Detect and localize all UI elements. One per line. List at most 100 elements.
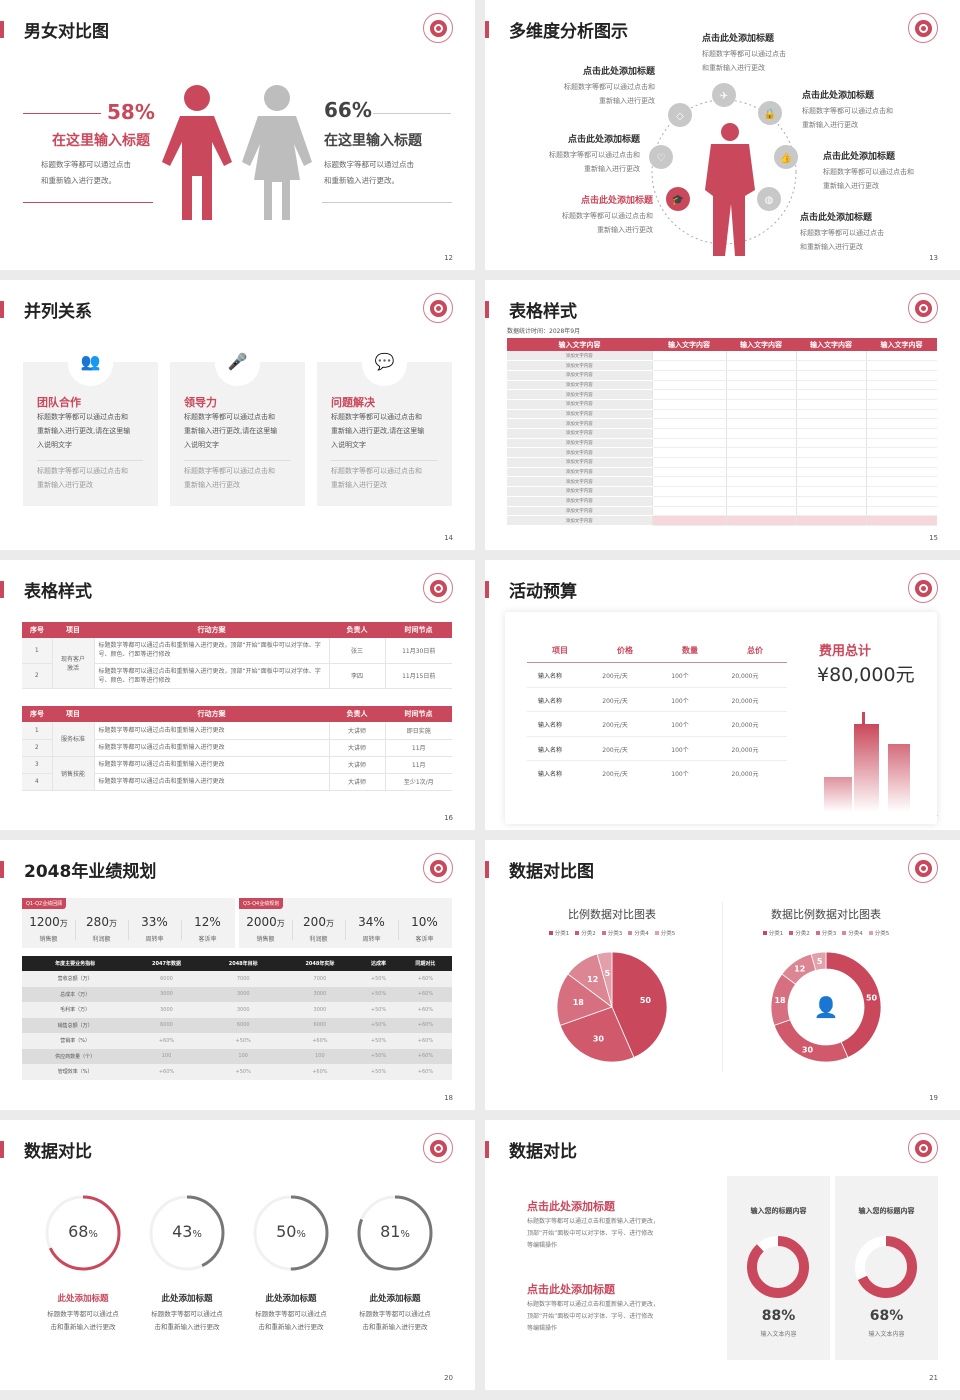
analysis-item[interactable]: 点击此处添加标题标题数字等都可以通过点击和重新输入进行更改	[562, 193, 653, 237]
table-cell[interactable]	[651, 389, 726, 400]
table-cell[interactable]	[651, 476, 726, 488]
card-text: 重新输入进行更改,请在这里输	[184, 427, 278, 435]
table-cell[interactable]	[651, 467, 726, 478]
table-cell[interactable]	[865, 360, 937, 371]
table-cell[interactable]	[651, 506, 726, 517]
table-cell[interactable]	[651, 370, 726, 381]
table-cell[interactable]	[865, 457, 937, 468]
table-cell[interactable]	[865, 476, 937, 488]
table-cell[interactable]	[795, 515, 866, 526]
table-cell[interactable]	[795, 467, 866, 478]
table-cell[interactable]	[725, 438, 796, 449]
table-cell[interactable]	[725, 496, 796, 507]
table-cell[interactable]	[795, 457, 866, 468]
table-cell[interactable]	[865, 438, 937, 449]
slide-12[interactable]: 男女对比图 12 58% 在这里输入标题 标题数字等都可以通过点击 和重新输入进行更改。 6…	[0, 0, 475, 270]
slide-14[interactable]: 并列关系 14 团队合作 标题数字等都可以通过点击和 重新输入进行更改,请在这里输 入说明…	[0, 280, 475, 550]
analysis-item[interactable]: 点击此处添加标题标题数字等都可以通过点击和重新输入进行更改	[802, 88, 893, 132]
analysis-item[interactable]: 点击此处添加标题标题数字等都可以通过点击和重新输入进行更改	[702, 31, 786, 75]
table-cell[interactable]	[795, 447, 866, 459]
slide-21[interactable]: 数据对比 21 点击此处添加标题 标题数字等都可以通过点击和重新输入进行更改， 顶部“开…	[485, 1120, 960, 1390]
table-cell[interactable]	[725, 418, 796, 429]
analysis-item[interactable]: 点击此处添加标题标题数字等都可以通过点击和重新输入进行更改	[549, 132, 640, 176]
feature-card[interactable]: 领导力 标题数字等都可以通过点击和 重新输入进行更改,请在这里输 入说明文字 标题数字等…	[170, 362, 305, 506]
table-cell[interactable]	[725, 380, 796, 391]
table-row: 添加文字内容	[507, 360, 937, 371]
table-cell[interactable]	[725, 389, 796, 400]
table-cell[interactable]	[865, 389, 937, 400]
table-cell[interactable]	[865, 515, 937, 526]
table-cell[interactable]	[651, 457, 726, 468]
table-cell[interactable]	[725, 351, 796, 362]
table-cell[interactable]	[725, 399, 796, 410]
table-cell[interactable]	[865, 447, 937, 459]
table-cell[interactable]	[795, 486, 866, 497]
table-cell[interactable]	[725, 428, 796, 439]
table-cell[interactable]	[725, 360, 796, 371]
table-cell[interactable]	[795, 380, 866, 391]
table-cell[interactable]	[725, 370, 796, 381]
analysis-item[interactable]: 点击此处添加标题标题数字等都可以通过点击和重新输入进行更改	[564, 64, 655, 108]
slide-15[interactable]: 表格样式 15 数据统计时间：2028年9月 输入文字内容 输入文字内容 输入文字内容 输入…	[485, 280, 960, 550]
table-cell[interactable]	[865, 418, 937, 429]
table-cell[interactable]	[651, 438, 726, 449]
table-cell[interactable]	[651, 360, 726, 371]
table-cell[interactable]	[795, 351, 866, 362]
analysis-item[interactable]: 点击此处添加标题标题数字等都可以通过点击和重新输入进行更改	[800, 210, 884, 254]
table-cell[interactable]	[651, 428, 726, 439]
table-cell[interactable]	[725, 467, 796, 478]
slide-18[interactable]: 2048年业绩规划 18 Q1-Q2业绩回顾 1200万 销售额 280万 利润额 33% 周转…	[0, 840, 475, 1110]
table-cell[interactable]	[725, 506, 796, 517]
table-cell[interactable]	[795, 389, 866, 400]
analysis-item[interactable]: 点击此处添加标题标题数字等都可以通过点击和重新输入进行更改	[823, 149, 914, 193]
table-cell[interactable]	[725, 486, 796, 497]
ring-number: 50	[276, 1222, 297, 1241]
table-cell[interactable]	[651, 380, 726, 391]
slide-19[interactable]: 数据对比图 19 比例数据对比图表 分类1 分类2 分类3 分类4 分类5 50 30 18 12 5 数…	[485, 840, 960, 1110]
table-cell[interactable]	[865, 370, 937, 381]
table-cell[interactable]	[651, 447, 726, 459]
table-cell[interactable]	[865, 486, 937, 497]
row-plan: 标题数字等都可以通过点击和重新输入进行更改，顶部“开始”面板中可以对字体、字号、…	[94, 638, 330, 663]
table-cell[interactable]	[865, 409, 937, 420]
feature-card[interactable]: 团队合作 标题数字等都可以通过点击和 重新输入进行更改,请在这里输 入说明文字 标题数字…	[23, 362, 158, 506]
table-cell[interactable]	[795, 506, 866, 517]
slide-16[interactable]: 表格样式 16 序号 项目 行动方案 负责人 时间节点 1 现有客户激活 标题数字等都可以通过点击…	[0, 560, 475, 830]
table-cell[interactable]	[795, 438, 866, 449]
table-cell[interactable]	[865, 496, 937, 507]
table-cell[interactable]	[795, 409, 866, 420]
table-cell[interactable]	[795, 428, 866, 439]
table-cell[interactable]	[725, 476, 796, 488]
table-cell[interactable]	[725, 409, 796, 420]
table-cell[interactable]	[865, 351, 937, 362]
table-cell[interactable]	[651, 515, 726, 526]
table-cell[interactable]	[795, 360, 866, 371]
slide-13[interactable]: 多维度分析图示 13 点击此处添加标题 标题数字等都可以通过点击 和重新输入进行更改 点击…	[485, 0, 960, 270]
graduation-cap-icon-glyph: 🎓	[672, 194, 684, 206]
table-cell[interactable]	[651, 409, 726, 420]
table-cell[interactable]	[865, 467, 937, 478]
table-cell[interactable]	[651, 351, 726, 362]
table-cell[interactable]	[795, 399, 866, 410]
table-cell[interactable]	[865, 506, 937, 517]
slide-20[interactable]: 数据对比 20 68% 此处添加标题 标题数字等都可以通过点 击和重新输入进行更改 43% 此…	[0, 1120, 475, 1390]
table-cell[interactable]	[795, 496, 866, 507]
table-cell[interactable]	[651, 399, 726, 410]
item-text-2: 重新输入进行更改	[599, 97, 655, 105]
feature-card[interactable]: 问题解决 标题数字等都可以通过点击和 重新输入进行更改,请在这里输 入说明文字 标题数字…	[317, 362, 452, 506]
table-cell[interactable]	[795, 370, 866, 381]
table-cell: 100个	[671, 673, 689, 680]
table-cell[interactable]	[795, 476, 866, 488]
table-cell[interactable]	[651, 496, 726, 507]
slide-17[interactable]: 活动预算17项目价格数量总价输入名称200元/天100个20,000元输入名称2…	[485, 560, 960, 830]
table-cell[interactable]	[651, 486, 726, 497]
item-text-1: 标题数字等都可以通过点击和	[802, 107, 893, 115]
table-cell[interactable]	[865, 380, 937, 391]
table-cell[interactable]	[725, 447, 796, 459]
table-cell[interactable]	[865, 399, 937, 410]
table-cell[interactable]	[865, 428, 937, 439]
table-cell[interactable]	[725, 457, 796, 468]
table-cell[interactable]	[795, 418, 866, 429]
table-cell[interactable]	[725, 515, 796, 526]
table-cell[interactable]	[651, 418, 726, 429]
